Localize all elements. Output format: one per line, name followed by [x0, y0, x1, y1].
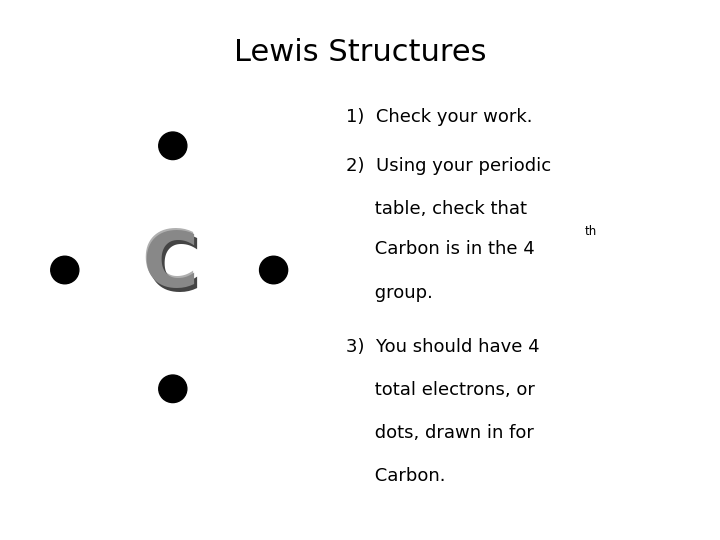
Text: 3)  You should have 4: 3) You should have 4 — [346, 338, 539, 355]
Text: C: C — [141, 226, 197, 301]
Text: Carbon is in the 4: Carbon is in the 4 — [346, 240, 534, 258]
Text: dots, drawn in for: dots, drawn in for — [346, 424, 534, 442]
Text: total electrons, or: total electrons, or — [346, 381, 534, 399]
Ellipse shape — [260, 256, 288, 284]
Text: Lewis Structures: Lewis Structures — [234, 38, 486, 67]
Text: 2)  Using your periodic: 2) Using your periodic — [346, 157, 551, 174]
Ellipse shape — [158, 132, 186, 160]
Text: Carbon.: Carbon. — [346, 467, 445, 485]
Ellipse shape — [158, 375, 186, 403]
Text: C: C — [145, 233, 201, 307]
Text: group.: group. — [346, 284, 433, 301]
Text: 1)  Check your work.: 1) Check your work. — [346, 108, 532, 126]
Text: table, check that: table, check that — [346, 200, 526, 218]
Ellipse shape — [50, 256, 79, 284]
Text: C: C — [143, 229, 199, 303]
Text: th: th — [585, 225, 597, 238]
